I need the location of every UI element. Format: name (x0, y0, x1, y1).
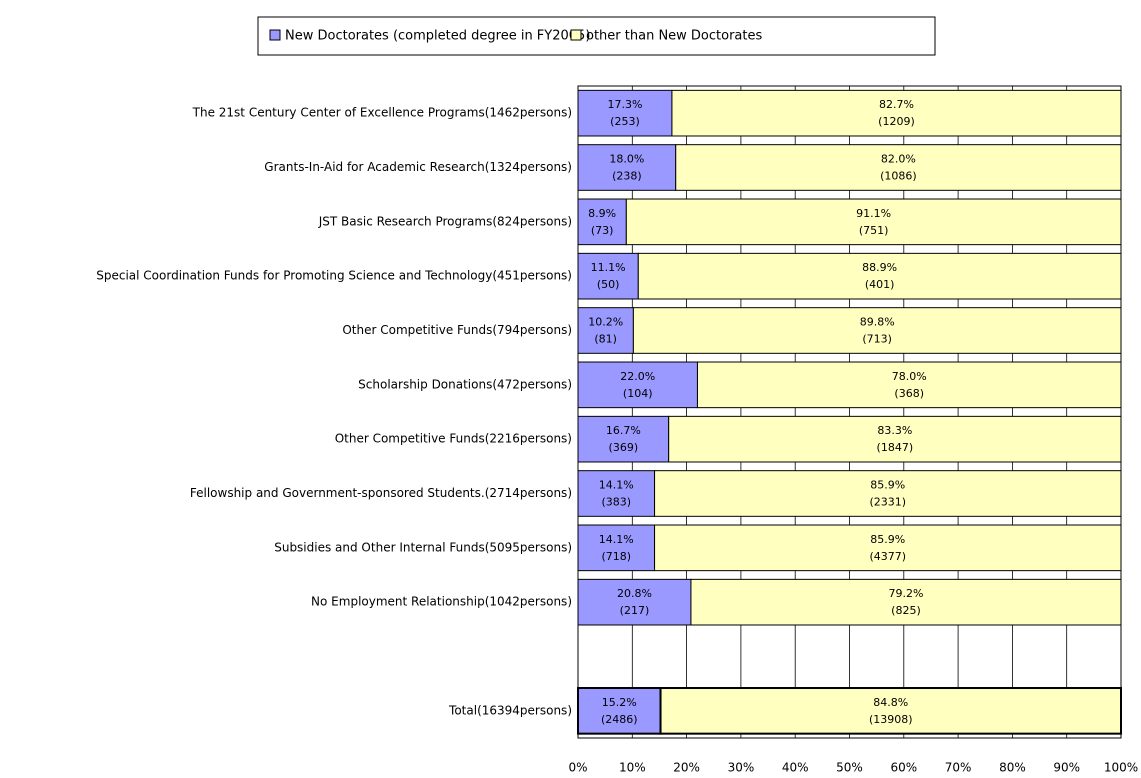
bar (577, 252, 639, 300)
x-tick-label: 30% (728, 761, 755, 775)
legend-label: other than New Doctorates (586, 29, 762, 44)
data-label: 85.9% (870, 533, 905, 546)
bar (577, 470, 656, 517)
data-label: (104) (623, 387, 653, 400)
y-tick-label: No Employment Relationship(1042persons) (311, 595, 572, 609)
bar (668, 415, 1122, 463)
bar (577, 578, 692, 626)
bar (577, 307, 634, 354)
x-tick-label: 60% (890, 761, 917, 775)
bar (632, 307, 1122, 354)
y-tick-label: JST Basic Research Programs(824persons) (318, 214, 572, 228)
data-label: (73) (591, 224, 614, 237)
data-label: 79.2% (888, 587, 923, 600)
data-label: 22.0% (620, 370, 655, 383)
x-tick-label: 10% (619, 761, 646, 775)
legend-box (257, 16, 936, 56)
data-label: 17.3% (607, 98, 642, 111)
data-label: (13908) (869, 713, 913, 726)
y-tick-label: Other Competitive Funds(2216persons) (335, 432, 572, 446)
data-label: 10.2% (588, 316, 623, 329)
data-label: (825) (891, 604, 921, 617)
bar (659, 687, 1122, 735)
data-label: (1209) (878, 115, 915, 128)
bar (696, 361, 1122, 409)
x-tick-label: 0% (568, 761, 587, 775)
plot-border (577, 85, 1122, 739)
data-label: 8.9% (588, 207, 616, 220)
data-label: 88.9% (862, 261, 897, 274)
data-label: (718) (601, 550, 631, 563)
data-label: (217) (620, 604, 650, 617)
legend-swatch (570, 29, 582, 41)
bar (625, 198, 1122, 246)
data-label: 16.7% (606, 424, 641, 437)
bar (654, 524, 1122, 572)
data-label: (401) (865, 278, 895, 291)
data-label: (4377) (869, 550, 906, 563)
data-label: (713) (862, 333, 892, 346)
data-label: 78.0% (892, 370, 927, 383)
y-tick-label: The 21st Century Center of Excellence Pr… (192, 106, 572, 120)
y-tick-label: Subsidies and Other Internal Funds(5095p… (274, 540, 572, 554)
data-label: 15.2% (602, 696, 637, 709)
data-label: 20.8% (617, 587, 652, 600)
y-tick-label: Other Competitive Funds(794persons) (342, 323, 572, 337)
data-label: 14.1% (599, 479, 634, 492)
legend-label: New Doctorates (completed degree in FY20… (285, 29, 590, 44)
y-tick-label: Fellowship and Government-sponsored Stud… (190, 486, 572, 500)
data-label: (368) (894, 387, 924, 400)
bar (671, 89, 1122, 137)
data-label: 85.9% (870, 479, 905, 492)
data-label: 84.8% (873, 696, 908, 709)
data-label: 18.0% (609, 153, 644, 166)
bar (654, 470, 1122, 517)
bar (675, 144, 1122, 191)
y-tick-label: Grants-In-Aid for Academic Research(1324… (264, 160, 572, 174)
bar (577, 524, 656, 572)
x-tick-label: 100% (1104, 761, 1138, 775)
bar (690, 578, 1122, 626)
bar (577, 198, 627, 246)
x-tick-label: 40% (782, 761, 809, 775)
data-label: 82.0% (881, 153, 916, 166)
x-tick-label: 90% (1053, 761, 1080, 775)
data-label: 82.7% (879, 98, 914, 111)
data-label: 83.3% (877, 424, 912, 437)
data-label: 89.8% (860, 316, 895, 329)
data-label: (369) (609, 441, 639, 454)
data-label: (751) (859, 224, 889, 237)
data-label: (1847) (877, 441, 914, 454)
y-tick-label: Scholarship Donations(472persons) (358, 377, 572, 391)
data-label: (81) (594, 333, 617, 346)
x-tick-label: 70% (945, 761, 972, 775)
data-label: 14.1% (599, 533, 634, 546)
legend-swatch (269, 29, 281, 41)
bar (577, 415, 670, 463)
data-label: 11.1% (591, 261, 626, 274)
bar (637, 252, 1122, 300)
x-tick-label: 20% (673, 761, 700, 775)
data-label: (1086) (880, 170, 917, 183)
x-tick-label: 80% (999, 761, 1026, 775)
bar (577, 687, 662, 735)
data-label: (50) (597, 278, 620, 291)
y-tick-label: Special Coordination Funds for Promoting… (96, 269, 572, 283)
data-label: (2331) (869, 496, 906, 509)
data-label: (383) (601, 496, 631, 509)
bar (577, 361, 698, 409)
data-label: (2486) (601, 713, 638, 726)
data-label: 91.1% (856, 207, 891, 220)
x-tick-label: 50% (836, 761, 863, 775)
data-label: (238) (612, 170, 642, 183)
y-tick-label: Total(16394persons) (448, 703, 572, 717)
data-label: (253) (610, 115, 640, 128)
